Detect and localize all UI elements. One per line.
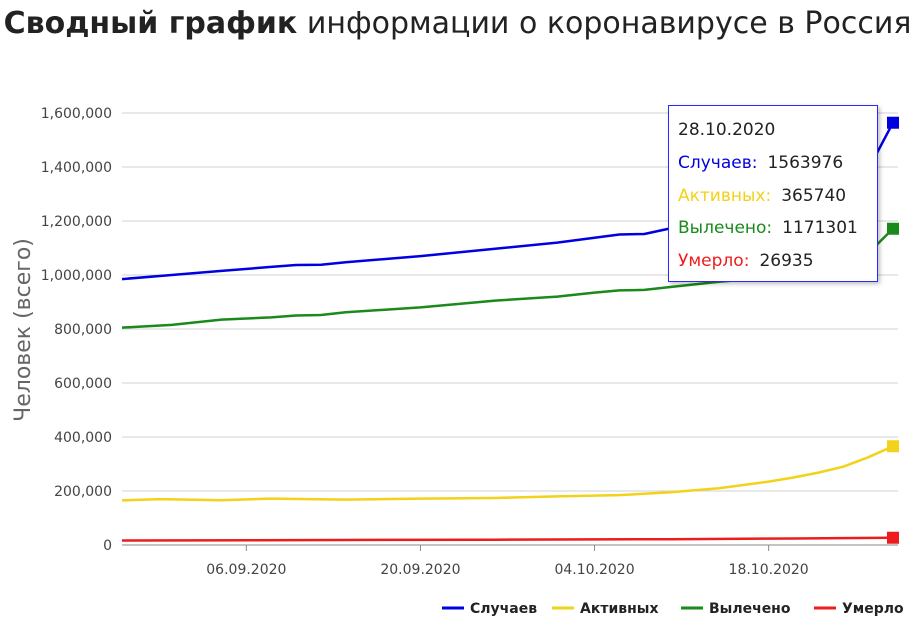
hover-tooltip: 28.10.2020 Случаев: 1563976 Активных: 3657… [668, 105, 878, 282]
chart-title-bold: Сводный график [3, 6, 298, 41]
y-axis-label: Человек (всего) [11, 238, 36, 422]
y-tick-label: 800,000 [54, 322, 112, 338]
tooltip-row-recovered: Вылечено: 1171301 [678, 218, 858, 238]
series-marker-1 [887, 440, 899, 453]
y-tick-label: 1,000,000 [41, 268, 112, 284]
legend-label-1: Активных [580, 601, 658, 617]
series-line-1 [121, 445, 894, 502]
tooltip-label-recovered: Вылечено: [678, 218, 773, 238]
legend-label-3: Умерло [842, 601, 904, 617]
tooltip-date: 28.10.2020 [678, 120, 776, 140]
y-tick-label: 600,000 [54, 376, 112, 392]
legend: Случаев Активных Вылечено Умерло [442, 601, 904, 617]
x-tick-label: 20.09.2020 [380, 562, 460, 578]
tooltip-value-recovered: 1171301 [782, 218, 858, 238]
y-tick-label: 1,200,000 [41, 214, 112, 230]
tooltip-row-active: Активных: 365740 [678, 186, 846, 206]
tooltip-label-cases: Случаев: [678, 153, 758, 173]
tooltip-label-active: Активных: [678, 186, 772, 206]
chart-title-rest: информации о коронавирусе в Россия [306, 6, 912, 41]
x-axis-ticks: 06.09.2020 20.09.2020 04.10.2020 18.10.2020 [206, 545, 809, 578]
x-tick-label: 18.10.2020 [729, 562, 809, 578]
y-tick-label: 400,000 [54, 430, 112, 446]
legend-label-0: Случаев [470, 601, 537, 617]
series-marker-2 [887, 222, 899, 235]
x-tick-label: 04.10.2020 [554, 562, 634, 578]
x-tick-label: 06.09.2020 [206, 562, 286, 578]
tooltip-row-cases: Случаев: 1563976 [678, 153, 843, 173]
series-line-3 [121, 536, 894, 542]
y-tick-label: 1,600,000 [41, 106, 112, 122]
series-marker-3 [887, 531, 899, 544]
legend-label-2: Вылечено [709, 601, 791, 617]
y-axis-ticks: 0 200,000 400,000 600,000 800,000 1,000,000 1,… [41, 106, 112, 554]
chart-title: Сводный график информации о коронавирусе… [0, 4, 915, 44]
y-tick-label: 1,400,000 [41, 160, 112, 176]
tooltip-value-deaths: 26935 [759, 251, 814, 271]
series-marker-0 [887, 116, 899, 129]
y-tick-label: 0 [103, 538, 112, 554]
tooltip-value-cases: 1563976 [767, 153, 844, 173]
tooltip-row-deaths: Умерло: 26935 [678, 251, 814, 271]
tooltip-label-deaths: Умерло: [678, 251, 750, 271]
y-tick-label: 200,000 [54, 484, 112, 500]
tooltip-value-active: 365740 [781, 186, 847, 206]
series-end-markers [887, 116, 899, 544]
